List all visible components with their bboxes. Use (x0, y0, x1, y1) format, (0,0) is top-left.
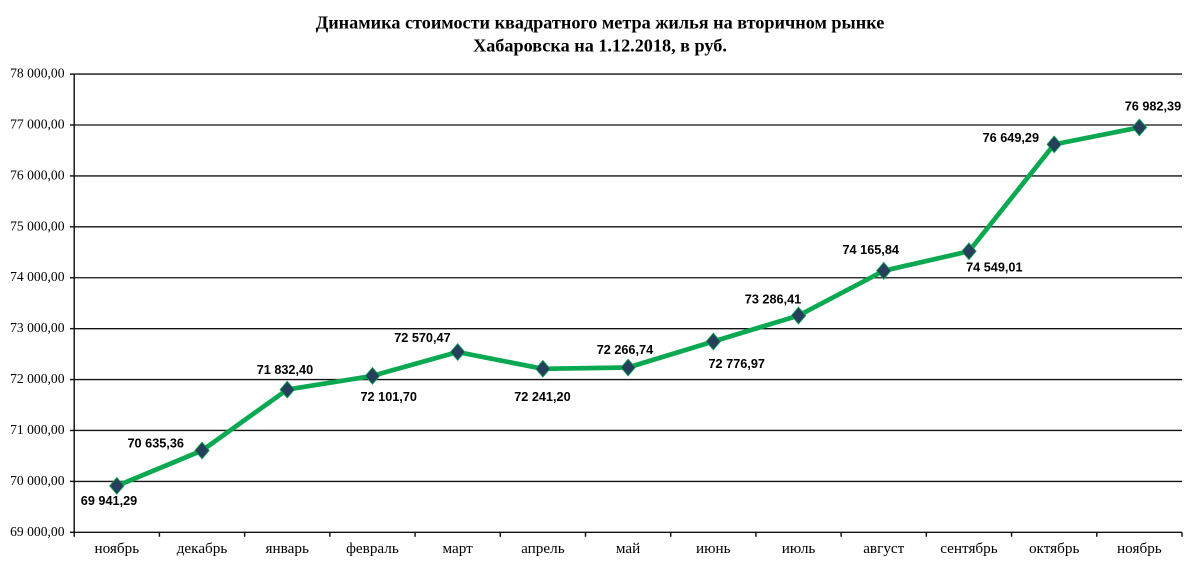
svg-text:май: май (616, 540, 640, 557)
svg-text:январь: январь (266, 540, 309, 557)
svg-text:76 649,29: 76 649,29 (983, 131, 1039, 145)
svg-text:72 266,74: 72 266,74 (597, 343, 653, 357)
svg-text:69 000,00: 69 000,00 (10, 524, 65, 539)
svg-text:74 000,00: 74 000,00 (10, 269, 65, 284)
svg-text:март: март (443, 540, 474, 557)
svg-text:август: август (863, 540, 904, 557)
svg-text:76 982,39: 76 982,39 (1125, 100, 1181, 114)
svg-text:72 101,70: 72 101,70 (361, 390, 417, 404)
svg-text:72 570,47: 72 570,47 (394, 331, 450, 345)
svg-text:72 241,20: 72 241,20 (514, 390, 570, 404)
svg-text:июнь: июнь (696, 540, 731, 557)
svg-text:78 000,00: 78 000,00 (10, 66, 65, 81)
svg-text:74 549,01: 74 549,01 (966, 260, 1022, 274)
svg-text:Хабаровска на 1.12.2018, в руб: Хабаровска на 1.12.2018, в руб. (473, 35, 727, 55)
svg-text:февраль: февраль (346, 540, 399, 557)
svg-text:69 941,29: 69 941,29 (81, 494, 137, 508)
svg-text:ноябрь: ноябрь (1117, 540, 1162, 557)
svg-text:73 286,41: 73 286,41 (745, 293, 801, 307)
svg-text:сентябрь: сентябрь (940, 540, 998, 557)
svg-text:70 635,36: 70 635,36 (128, 437, 184, 451)
svg-text:77 000,00: 77 000,00 (10, 117, 65, 132)
svg-text:апрель: апрель (521, 540, 565, 557)
svg-text:74 165,84: 74 165,84 (843, 243, 899, 257)
svg-text:декабрь: декабрь (177, 540, 228, 557)
svg-text:Динамика стоимости квадратного: Динамика стоимости квадратного метра жил… (316, 13, 885, 33)
svg-text:75 000,00: 75 000,00 (10, 218, 65, 233)
svg-text:73 000,00: 73 000,00 (10, 320, 65, 335)
svg-text:72 776,97: 72 776,97 (709, 357, 765, 371)
svg-text:июль: июль (782, 540, 816, 557)
svg-text:октябрь: октябрь (1029, 540, 1080, 557)
svg-text:70 000,00: 70 000,00 (10, 473, 65, 488)
svg-text:71 000,00: 71 000,00 (10, 422, 65, 437)
svg-text:72 000,00: 72 000,00 (10, 371, 65, 386)
svg-text:ноябрь: ноябрь (94, 540, 139, 557)
svg-text:71 832,40: 71 832,40 (257, 363, 313, 377)
svg-text:76 000,00: 76 000,00 (10, 167, 65, 182)
